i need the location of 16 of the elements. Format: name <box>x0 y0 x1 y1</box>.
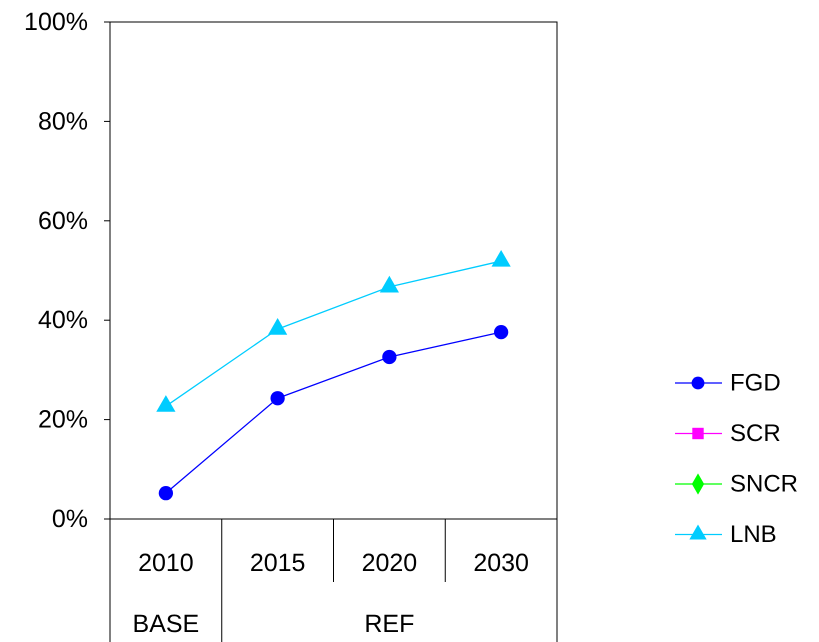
x-tick-label: 2030 <box>473 549 529 577</box>
y-tick-label: 0% <box>52 505 88 533</box>
legend-label: SCR <box>730 420 781 447</box>
legend-label: LNB <box>730 521 777 548</box>
legend-label: SNCR <box>730 470 798 498</box>
y-tick-label: 60% <box>38 206 88 235</box>
y-tick-label: 20% <box>38 406 88 434</box>
text: REF <box>364 610 414 638</box>
y-tick-label: 100% <box>24 8 88 36</box>
x-tick-label: 2020 <box>362 549 418 577</box>
x-tick-label: 2015 <box>250 549 306 577</box>
legend-label: FGD <box>730 370 781 396</box>
y-tick-label: 80% <box>38 107 88 136</box>
text: BASE <box>132 610 200 638</box>
x-tick-label: 2010 <box>138 549 194 577</box>
y-tick-label: 40% <box>38 306 88 334</box>
